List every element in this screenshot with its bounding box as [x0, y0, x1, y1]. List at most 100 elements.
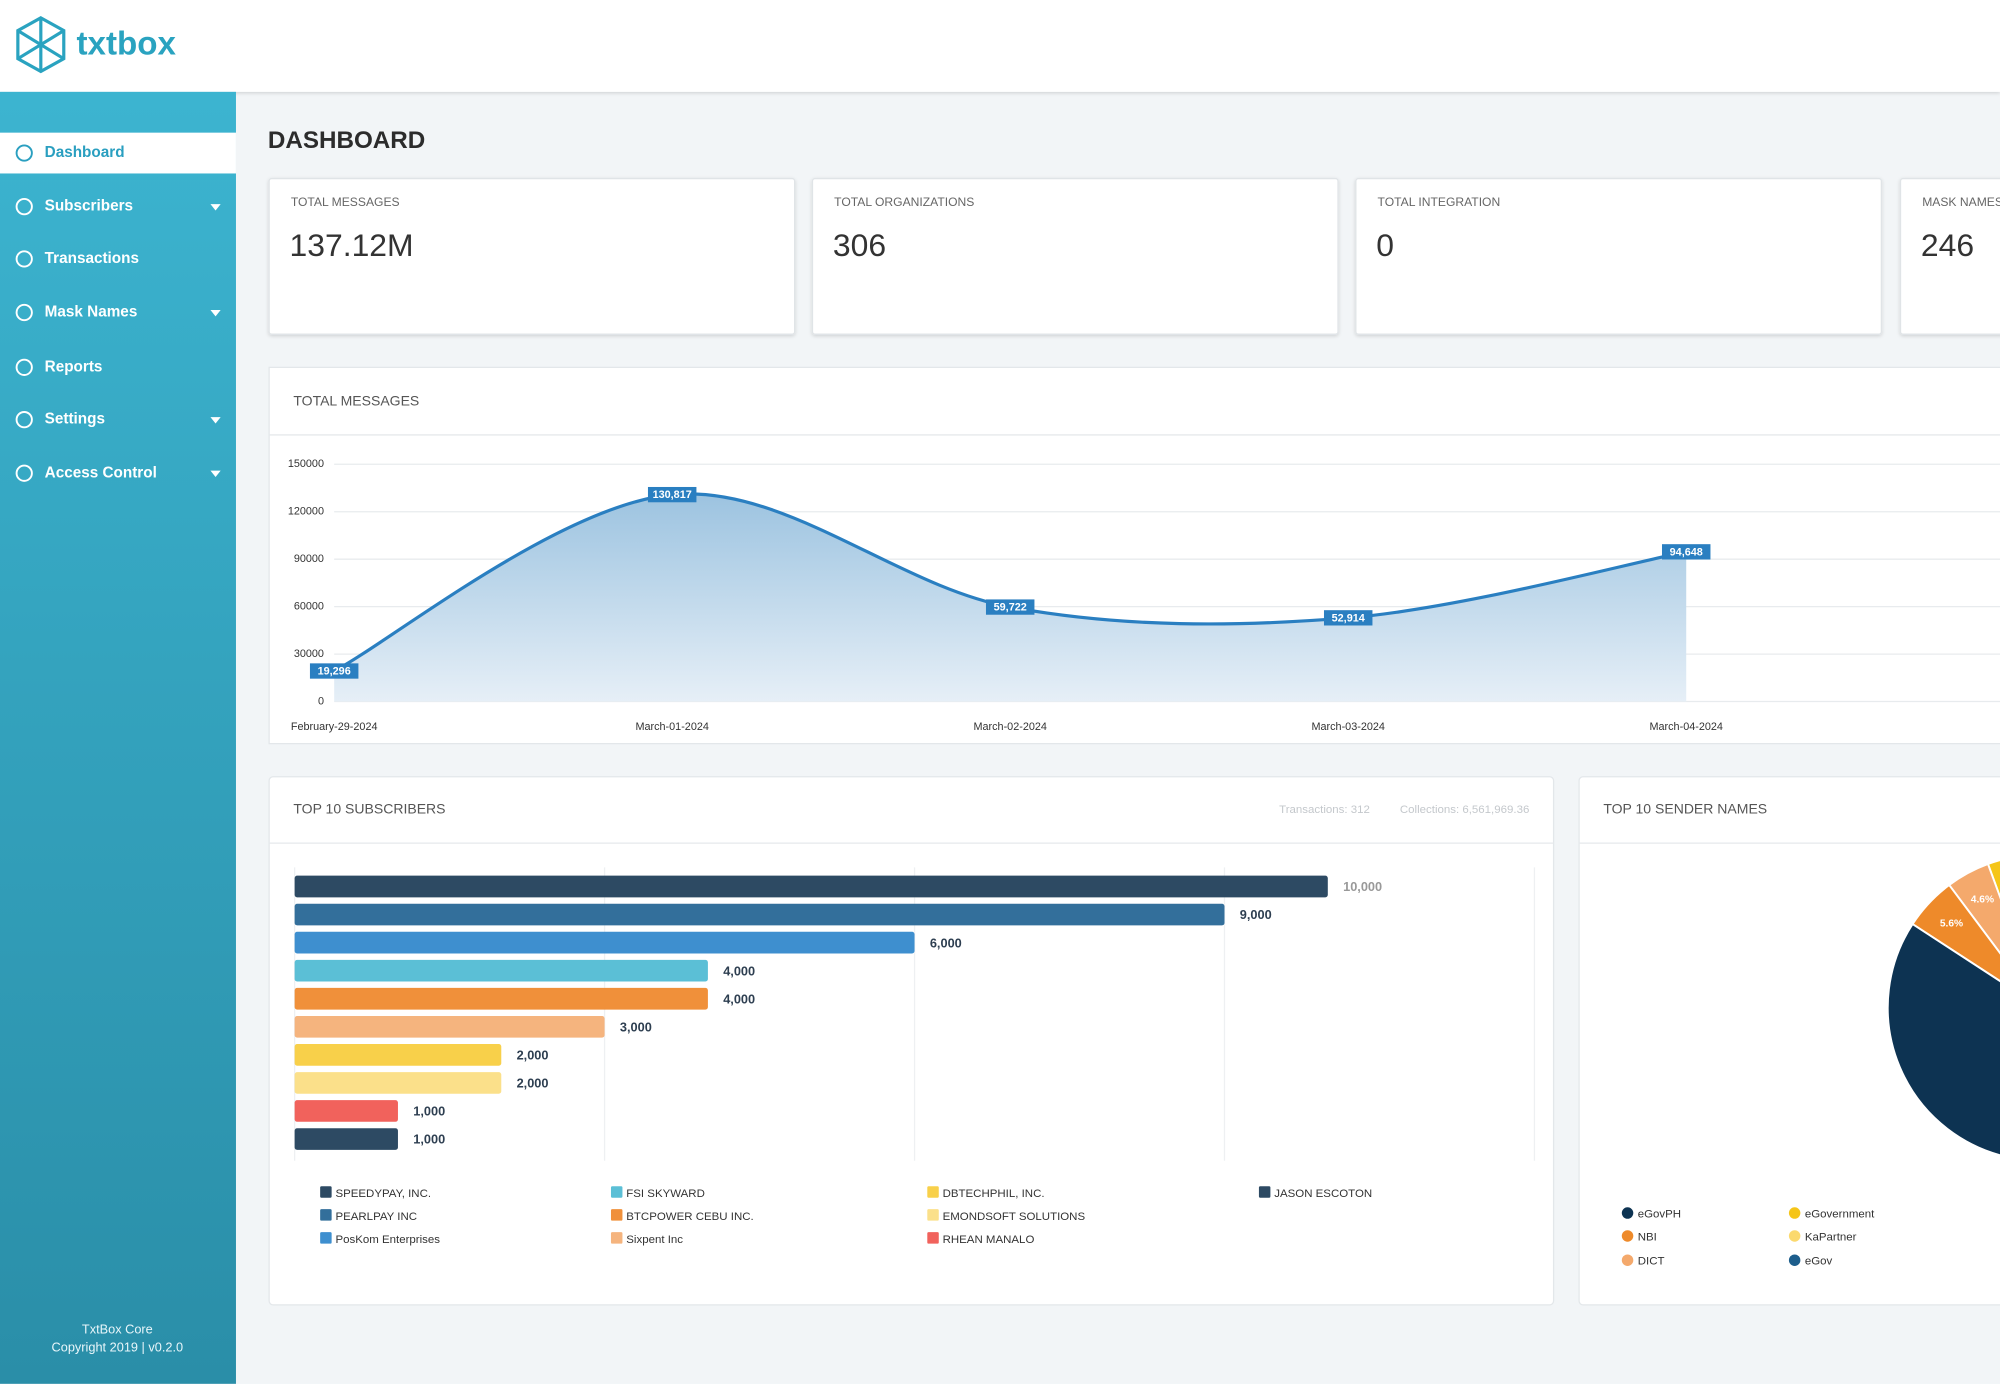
footer-text: TxtBox Core	[82, 1322, 153, 1337]
page-title: DASHBOARD	[268, 127, 425, 154]
summary: Collections: 6,561,969.36	[1400, 804, 1529, 816]
legend-swatch	[1258, 1186, 1271, 1198]
legend-label[interactable]: PEARLPAY INC	[335, 1211, 417, 1223]
legend-label[interactable]: NBI	[1638, 1231, 1657, 1243]
legend-label[interactable]: eGov	[1805, 1256, 1833, 1268]
stat-label: MASK NAMES	[1922, 195, 2000, 209]
stat-card	[811, 177, 1339, 335]
legend-label[interactable]: RHEAN MANALO	[943, 1234, 1035, 1246]
nav-item[interactable]: Settings	[45, 411, 105, 428]
nav-item[interactable]: Access Control	[45, 464, 157, 481]
y-tick-label: 90000	[294, 553, 324, 565]
legend-label[interactable]: PosKom Enterprises	[335, 1234, 440, 1246]
bar	[294, 987, 708, 1010]
data-label: 4,000	[723, 991, 755, 1006]
nav-icon	[15, 464, 33, 482]
active-item	[0, 132, 236, 174]
y-tick-label: 0	[318, 695, 324, 707]
caret	[210, 470, 221, 478]
data-label: 2,000	[517, 1076, 549, 1091]
stat-label: TOTAL ORGANIZATIONS	[834, 195, 974, 209]
stat-value: 137.12M	[290, 227, 414, 263]
legend-swatch	[1788, 1230, 1801, 1242]
stat-label: TOTAL MESSAGES	[291, 195, 400, 209]
data-label: 6,000	[930, 935, 962, 950]
legend-label[interactable]: DBTECHPHIL, INC.	[943, 1188, 1045, 1200]
legend-label[interactable]: DICT	[1638, 1256, 1665, 1268]
stat-label: TOTAL INTEGRATION	[1378, 195, 1501, 209]
data-label-bg	[985, 599, 1035, 615]
data-label: 9,000	[1240, 907, 1272, 922]
summary: Transactions: 312	[1279, 804, 1370, 816]
nav-item[interactable]: Reports	[45, 358, 103, 375]
y-tick-label: 150000	[288, 458, 324, 470]
caret	[210, 204, 221, 211]
x-tick-label: February-29-2024	[291, 721, 378, 733]
caret	[210, 417, 221, 424]
x-tick-label: March-04-2024	[1650, 721, 1723, 733]
stat-value: 0	[1376, 227, 1394, 263]
legend-label[interactable]: EMONDSOFT SOLUTIONS	[943, 1211, 1086, 1223]
data-label: 2,000	[517, 1047, 549, 1062]
data-label: 59,722	[994, 602, 1027, 614]
data-label-bg	[1661, 544, 1711, 560]
data-label: 52,914	[1332, 612, 1365, 624]
legend-swatch	[1788, 1254, 1801, 1266]
legend-label[interactable]: eGovernment	[1805, 1208, 1875, 1220]
legend-label[interactable]: eGovPH	[1638, 1208, 1681, 1220]
nav-item[interactable]: Subscribers	[45, 198, 133, 215]
legend-label[interactable]: FSI SKYWARD	[626, 1188, 705, 1200]
y-tick-label: 60000	[294, 600, 324, 612]
legend-swatch	[320, 1186, 332, 1198]
bar	[294, 1072, 502, 1094]
nav-icon	[15, 198, 33, 216]
legend-swatch	[610, 1209, 623, 1221]
legend-label[interactable]: SPEEDYPAY, INC.	[335, 1188, 431, 1200]
bar	[294, 1100, 398, 1122]
bar	[294, 1128, 398, 1150]
data-label: 10,000	[1343, 879, 1382, 894]
legend-swatch	[610, 1232, 623, 1244]
legend-swatch	[1788, 1207, 1801, 1219]
logo-icon	[16, 16, 66, 74]
data-label: 19,296	[318, 666, 351, 678]
bar	[294, 1044, 502, 1066]
nav-item[interactable]: Mask Names	[45, 304, 138, 321]
legend-label[interactable]: BTCPOWER CEBU INC.	[626, 1211, 753, 1223]
y-tick-label: 30000	[294, 648, 324, 660]
stat-card	[1355, 177, 1883, 335]
caret	[210, 309, 221, 317]
x-tick-label: March-03-2024	[1311, 721, 1384, 733]
legend-label[interactable]: KaPartner	[1805, 1231, 1857, 1243]
legend-swatch	[927, 1209, 939, 1221]
logo[interactable]: txtbox	[77, 26, 177, 63]
chart-title: TOTAL MESSAGES	[293, 392, 419, 408]
data-label: 1,000	[413, 1104, 445, 1119]
data-label: 94,648	[1670, 546, 1703, 558]
legend-label[interactable]: JASON ESCOTON	[1274, 1188, 1372, 1200]
panel	[268, 776, 1555, 1306]
data-label: 5.6%	[1940, 919, 1963, 930]
header	[0, 0, 2000, 92]
bar	[294, 875, 1328, 898]
y-tick-label: 120000	[288, 506, 324, 518]
data-label: 1,000	[413, 1132, 445, 1147]
legend-swatch	[610, 1186, 623, 1198]
legend-swatch	[1621, 1254, 1634, 1266]
data-label-bg	[309, 663, 359, 679]
bar	[294, 1015, 605, 1038]
nav-item[interactable]: Transactions	[45, 250, 139, 267]
legend-swatch	[927, 1186, 939, 1198]
legend-swatch	[320, 1232, 332, 1244]
data-label: 3,000	[620, 1019, 652, 1034]
nav-item[interactable]: Dashboard	[45, 144, 125, 161]
footer-text: Copyright 2019 | v0.2.0	[52, 1340, 184, 1355]
data-label: 4.6%	[1971, 895, 1994, 906]
bar	[294, 959, 708, 982]
x-tick-label: March-02-2024	[973, 721, 1046, 733]
stat-card	[268, 177, 796, 335]
bar	[294, 903, 1225, 926]
legend-label[interactable]: Sixpent Inc	[626, 1234, 683, 1246]
